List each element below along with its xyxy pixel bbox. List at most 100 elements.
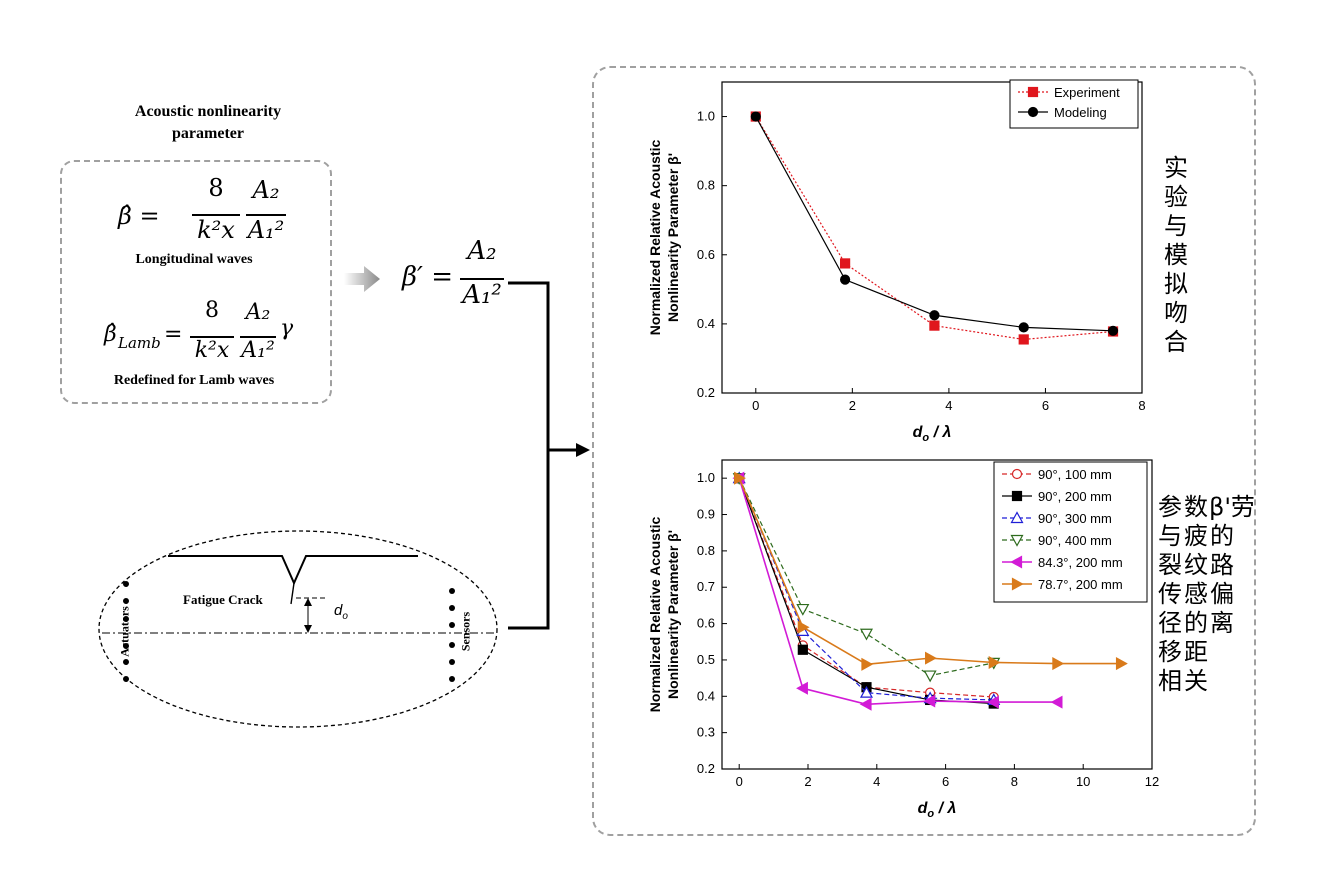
formula-eq: = — [164, 322, 183, 347]
y-tick-label: 0.7 — [697, 579, 715, 594]
fraction-denominator: k²x — [194, 338, 230, 363]
y-tick-label: 0.3 — [697, 725, 715, 740]
fraction2-numerator: A₂ — [252, 176, 280, 204]
data-point — [1052, 657, 1065, 671]
series-3 — [732, 473, 1001, 683]
y-tick-label: 0.9 — [697, 507, 715, 522]
caption-longitudinal: Longitudinal waves — [135, 252, 253, 267]
series-line — [755, 116, 1114, 341]
y-tick-label: 1.0 — [697, 109, 715, 124]
x-tick-label: 4 — [945, 398, 952, 413]
actuators-label: Actuators — [117, 606, 132, 657]
sensors-label: Sensors — [458, 611, 473, 652]
legend-swatch-marker — [1011, 468, 1023, 480]
series-5 — [734, 471, 1128, 671]
y-tick-label: 0.4 — [697, 316, 715, 331]
data-point — [840, 274, 851, 285]
data-point — [797, 644, 808, 655]
data-point — [859, 697, 872, 711]
formula-lhs: β̂ — [104, 322, 117, 347]
data-point — [988, 655, 1001, 670]
legend-swatch-marker — [1027, 86, 1039, 98]
data-point — [1018, 322, 1029, 333]
data-point — [929, 320, 940, 331]
plot-frame — [721, 459, 1153, 770]
data-point — [859, 685, 873, 698]
x-tick-label: 12 — [1145, 774, 1159, 789]
data-point — [1115, 657, 1128, 671]
series-line — [755, 116, 1114, 332]
distance-label: do — [334, 602, 348, 622]
y-tick-label: 0.4 — [697, 688, 715, 703]
y-tick-label: 0.5 — [697, 652, 715, 667]
data-point — [1107, 325, 1119, 336]
y-tick-label: 0.6 — [697, 616, 715, 631]
legend-label: Modeling — [1054, 105, 1107, 120]
data-point — [861, 657, 874, 671]
legend-label: 90°, 400 mm — [1038, 533, 1112, 548]
chart-path-offset: 0 2 4 6 8 10 12 0.2 0.3 0.4 0.5 0.6 0.7 0.8 0.9 1.0 do /… — [647, 459, 1159, 820]
y-tick-label: 0.6 — [697, 247, 715, 262]
series-line — [738, 477, 994, 698]
annotation-bottom-col2: 数疲纹感的距关 — [1184, 493, 1208, 695]
y-axis-label: Normalized Relative Acoustic Nonlinearity… — [647, 517, 681, 713]
fraction-bar — [192, 214, 240, 216]
data-point — [925, 651, 937, 665]
data-point — [750, 111, 761, 122]
series-2 — [732, 471, 1001, 706]
gamma-symbol: γ — [280, 316, 294, 341]
x-tick-label: 6 — [1042, 398, 1049, 413]
y-tick-label: 0.8 — [697, 543, 715, 558]
legend-label: 78.7°, 200 mm — [1038, 577, 1123, 592]
caption-lamb: Redefined for Lamb waves — [113, 373, 275, 388]
fraction2-denominator: A₁² — [247, 216, 285, 244]
data-point — [840, 258, 851, 269]
y-axis-label: Normalized Relative Acoustic Nonlinearity… — [647, 140, 681, 336]
plot-frame — [721, 81, 1143, 394]
data-point — [923, 694, 936, 708]
series-0 — [750, 111, 1119, 345]
legend-label: 90°, 200 mm — [1038, 489, 1112, 504]
data-point — [929, 310, 940, 321]
fraction-denominator: k²x — [197, 216, 235, 244]
chart-experiment-vs-modeling: 0 2 4 6 8 0.2 0.4 0.6 0.8 1.0 do / λ Normalized Rel… — [647, 79, 1146, 444]
y-tick-label: 0.2 — [697, 761, 715, 776]
legend-label: 90°, 300 mm — [1038, 511, 1112, 526]
data-point — [1050, 695, 1063, 709]
x-tick-label: 8 — [1138, 398, 1145, 413]
data-point — [1018, 334, 1029, 345]
fraction-numerator: A₂ — [467, 236, 497, 266]
data-point — [796, 681, 808, 695]
formula-lhs: β′ = — [402, 262, 453, 292]
series-1 — [734, 473, 999, 709]
y-tick-label: 0.8 — [697, 178, 715, 193]
actuator-dots — [123, 581, 129, 682]
fraction-numerator: 8 — [205, 298, 219, 323]
chart-panel — [592, 66, 1256, 836]
legend-swatch-marker — [1011, 577, 1024, 591]
fraction2-bar — [246, 214, 286, 216]
fraction-numerator: 8 — [208, 174, 224, 202]
x-tick-label: 0 — [736, 774, 743, 789]
fraction2-numerator: A₂ — [245, 300, 271, 325]
x-tick-label: 8 — [1011, 774, 1018, 789]
fraction-bar — [190, 336, 234, 338]
sensor-dots — [449, 588, 455, 682]
x-tick-label: 2 — [849, 398, 856, 413]
distance-subscript: o — [342, 611, 348, 622]
y-tick-label: 0.2 — [697, 385, 715, 400]
fraction-bar — [460, 278, 504, 280]
crack-label: Fatigue Crack — [183, 592, 263, 607]
formula-lhs: β̂ = — [118, 202, 160, 230]
annotation-top: 实验与模拟吻合 — [1164, 154, 1188, 356]
data-point — [923, 670, 937, 683]
legend-swatch-marker — [1027, 106, 1039, 118]
formula-lhs-sub: Lamb — [118, 334, 161, 352]
x-tick-label: 2 — [804, 774, 811, 789]
annotation-bottom-col1: 参与裂传径移相 — [1158, 493, 1182, 695]
x-tick-label: 6 — [942, 774, 949, 789]
legend-label: Experiment — [1054, 85, 1120, 100]
series-line — [738, 477, 994, 677]
legend: 90°, 100 mm 90°, 200 mm 90°, 300 mm 90°, 40… — [993, 461, 1148, 603]
legend-swatch-marker — [1010, 555, 1023, 569]
